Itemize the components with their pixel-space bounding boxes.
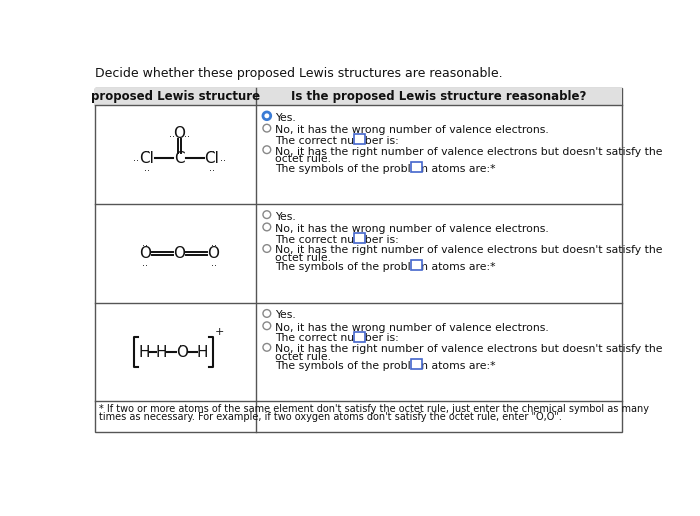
Bar xyxy=(411,261,422,270)
Text: ..: .. xyxy=(211,259,216,268)
Text: ..: .. xyxy=(178,338,185,348)
Circle shape xyxy=(263,223,271,231)
Text: Yes.: Yes. xyxy=(275,112,296,123)
Text: octet rule.: octet rule. xyxy=(275,154,331,164)
Text: octet rule.: octet rule. xyxy=(275,352,331,362)
Text: octet rule.: octet rule. xyxy=(275,253,331,263)
Text: Decide whether these proposed Lewis structures are reasonable.: Decide whether these proposed Lewis stru… xyxy=(95,67,503,79)
Text: ..: .. xyxy=(209,144,215,154)
Text: No, it has the right number of valence electrons but doesn't satisfy the: No, it has the right number of valence e… xyxy=(275,147,663,157)
Text: Yes.: Yes. xyxy=(275,212,296,221)
Text: No, it has the wrong number of valence electrons.: No, it has the wrong number of valence e… xyxy=(275,125,549,135)
Text: The correct number is:: The correct number is: xyxy=(275,235,399,245)
Text: The symbols of the problem atoms are:*: The symbols of the problem atoms are:* xyxy=(275,164,496,173)
Text: ..: .. xyxy=(184,128,190,139)
Text: * If two or more atoms of the same element don't satisfy the octet rule, just en: * If two or more atoms of the same eleme… xyxy=(99,404,649,414)
Circle shape xyxy=(263,146,271,154)
Text: ..: .. xyxy=(144,163,150,172)
Text: O: O xyxy=(139,246,151,261)
Bar xyxy=(411,162,422,172)
Circle shape xyxy=(263,112,271,120)
Text: No, it has the wrong number of valence electrons.: No, it has the wrong number of valence e… xyxy=(275,224,549,234)
Text: times as necessary. For example, if two oxygen atoms don't satisfy the octet rul: times as necessary. For example, if two … xyxy=(99,412,562,422)
Bar xyxy=(256,88,622,105)
Text: H: H xyxy=(139,345,150,360)
Text: The symbols of the problem atoms are:*: The symbols of the problem atoms are:* xyxy=(275,361,496,371)
Bar xyxy=(354,134,365,144)
Bar xyxy=(95,88,622,432)
Text: H: H xyxy=(196,345,208,360)
Text: Cl: Cl xyxy=(139,151,155,166)
Text: No, it has the right number of valence electrons but doesn't satisfy the: No, it has the right number of valence e… xyxy=(275,344,663,354)
Circle shape xyxy=(263,245,271,252)
Text: The symbols of the problem atoms are:*: The symbols of the problem atoms are:* xyxy=(275,262,496,272)
Circle shape xyxy=(263,310,271,317)
Text: No, it has the right number of valence electrons but doesn't satisfy the: No, it has the right number of valence e… xyxy=(275,246,663,255)
Circle shape xyxy=(263,344,271,351)
Bar xyxy=(411,359,422,369)
Text: ..: .. xyxy=(142,259,148,268)
Text: ..: .. xyxy=(211,238,216,248)
Text: ..: .. xyxy=(220,153,226,163)
Text: The correct number is:: The correct number is: xyxy=(275,136,399,146)
Bar xyxy=(95,88,256,105)
Text: No, it has the wrong number of valence electrons.: No, it has the wrong number of valence e… xyxy=(275,322,549,333)
Text: Cl: Cl xyxy=(204,151,220,166)
Circle shape xyxy=(263,322,271,330)
Bar xyxy=(354,332,365,342)
Bar xyxy=(354,233,365,243)
Text: +: + xyxy=(215,327,225,336)
Text: Yes.: Yes. xyxy=(275,310,296,320)
Text: H: H xyxy=(156,345,167,360)
Circle shape xyxy=(263,211,271,218)
Text: Is the proposed Lewis structure reasonable?: Is the proposed Lewis structure reasonab… xyxy=(291,90,587,103)
Text: ..: .. xyxy=(133,153,139,163)
Text: ..: .. xyxy=(144,144,150,154)
Text: O: O xyxy=(176,345,188,360)
Text: proposed Lewis structure: proposed Lewis structure xyxy=(91,90,260,103)
Circle shape xyxy=(263,124,271,132)
Text: O: O xyxy=(174,246,186,261)
Text: C: C xyxy=(174,151,185,166)
Text: ..: .. xyxy=(209,163,215,172)
Text: ..: .. xyxy=(169,128,175,139)
Text: O: O xyxy=(208,246,220,261)
Text: ..: .. xyxy=(142,238,148,248)
Text: O: O xyxy=(174,126,186,141)
Text: The correct number is:: The correct number is: xyxy=(275,333,399,344)
